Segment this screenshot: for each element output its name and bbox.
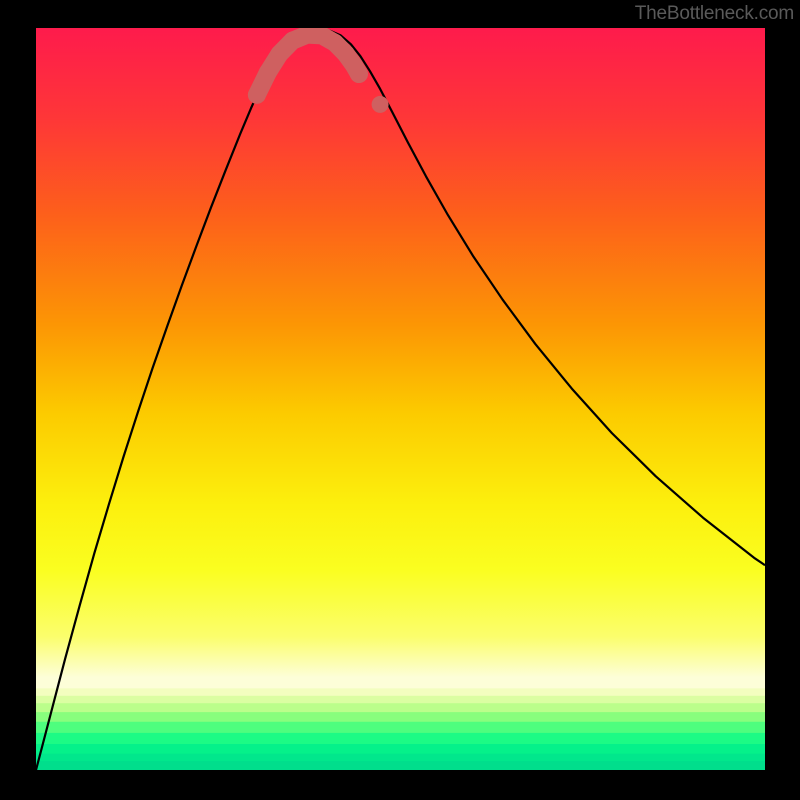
plot-area <box>36 26 765 770</box>
isolated-marker <box>372 96 389 113</box>
chart-root: TheBottleneck.com <box>0 0 800 800</box>
gradient-background <box>36 28 765 770</box>
bottleneck-chart <box>0 0 800 800</box>
gradient-bottom-bands <box>36 677 765 770</box>
attribution-watermark: TheBottleneck.com <box>635 3 794 25</box>
